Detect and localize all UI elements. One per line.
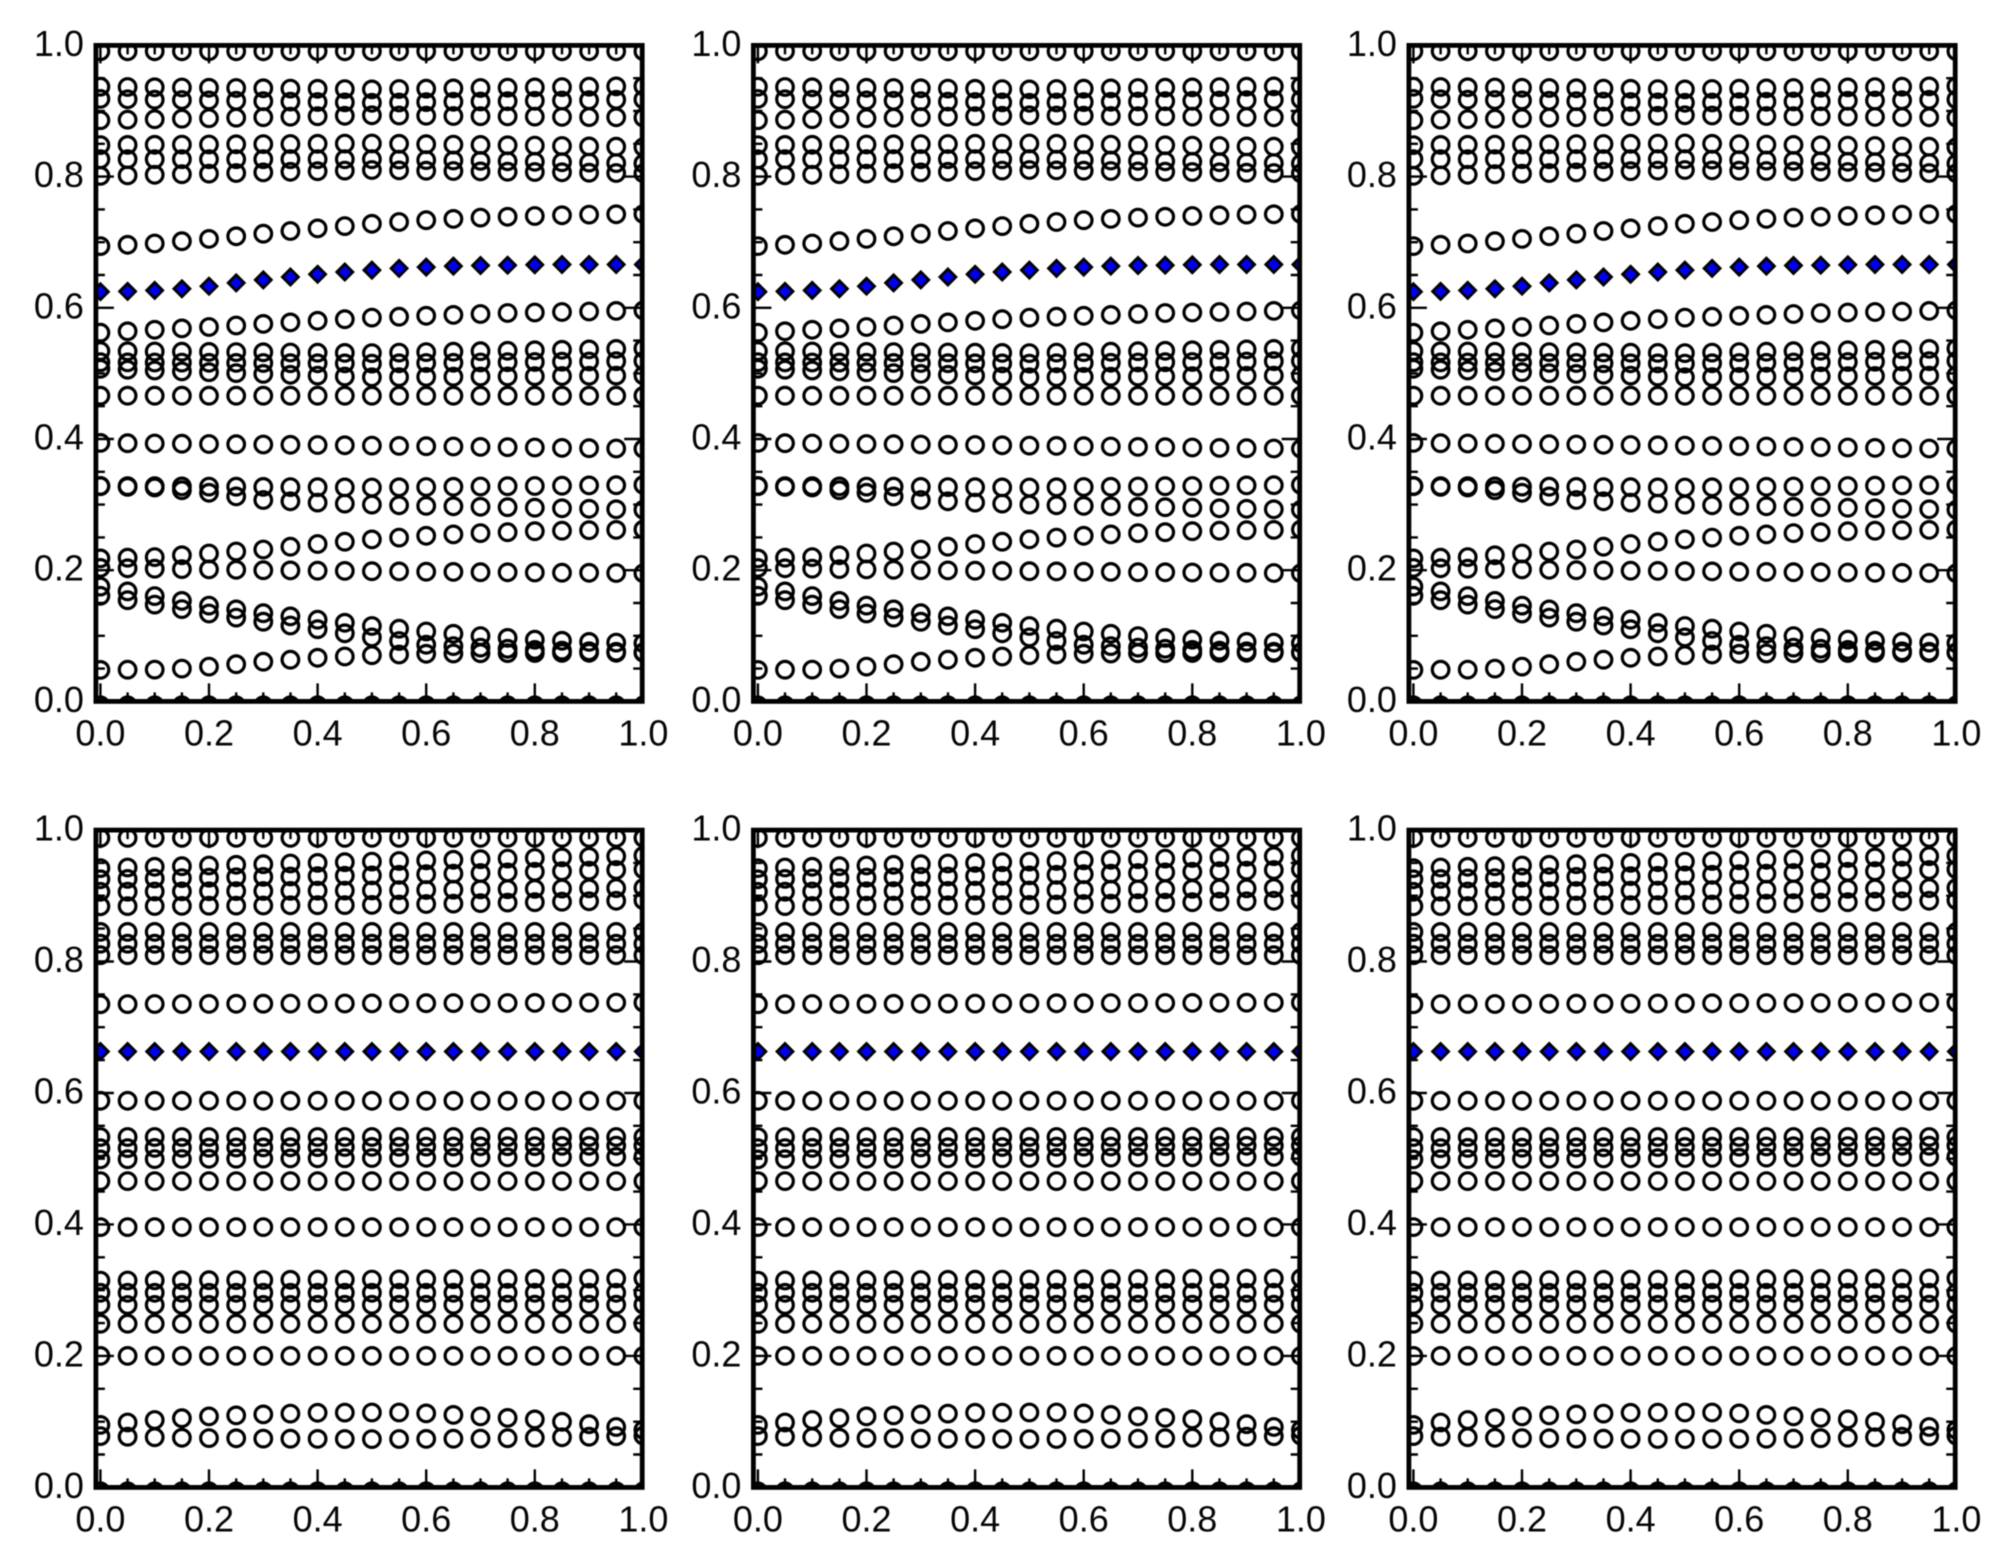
- svg-text:0.6: 0.6: [1714, 1498, 1764, 1539]
- svg-text:0.8: 0.8: [1167, 1498, 1217, 1539]
- svg-text:0.2: 0.2: [184, 1498, 234, 1539]
- svg-text:1.0: 1.0: [1276, 1498, 1326, 1539]
- svg-text:0.0: 0.0: [75, 1498, 125, 1539]
- svg-text:1.0: 1.0: [1347, 808, 1397, 849]
- svg-text:0.6: 0.6: [34, 285, 84, 326]
- svg-text:0.4: 0.4: [950, 712, 1000, 753]
- svg-text:1.0: 1.0: [691, 23, 741, 64]
- svg-text:0.6: 0.6: [401, 1498, 451, 1539]
- svg-text:0.8: 0.8: [1347, 939, 1397, 980]
- svg-text:0.4: 0.4: [1347, 417, 1397, 458]
- svg-text:0.4: 0.4: [950, 1498, 1000, 1539]
- svg-text:1.0: 1.0: [691, 808, 741, 849]
- svg-text:0.2: 0.2: [1497, 1498, 1547, 1539]
- svg-text:0.0: 0.0: [75, 712, 125, 753]
- svg-text:0.2: 0.2: [1347, 548, 1397, 589]
- svg-text:0.0: 0.0: [733, 712, 783, 753]
- svg-text:0.4: 0.4: [34, 417, 84, 458]
- svg-text:0.8: 0.8: [34, 154, 84, 195]
- svg-text:0.6: 0.6: [1347, 285, 1397, 326]
- svg-text:0.6: 0.6: [1347, 1071, 1397, 1112]
- svg-text:0.0: 0.0: [1388, 1498, 1438, 1539]
- svg-text:1.0: 1.0: [1931, 1498, 1981, 1539]
- svg-text:0.0: 0.0: [691, 679, 741, 720]
- svg-text:0.0: 0.0: [34, 679, 84, 720]
- svg-text:1.0: 1.0: [34, 808, 84, 849]
- svg-text:0.4: 0.4: [293, 1498, 343, 1539]
- svg-text:0.2: 0.2: [1497, 712, 1547, 753]
- svg-text:0.6: 0.6: [691, 285, 741, 326]
- svg-text:0.0: 0.0: [1347, 1465, 1397, 1506]
- svg-text:0.2: 0.2: [691, 1333, 741, 1374]
- svg-text:0.2: 0.2: [691, 548, 741, 589]
- svg-text:1.0: 1.0: [1931, 712, 1981, 753]
- svg-text:0.4: 0.4: [1606, 1498, 1656, 1539]
- svg-text:0.4: 0.4: [1347, 1202, 1397, 1243]
- svg-text:0.8: 0.8: [510, 712, 560, 753]
- svg-text:0.4: 0.4: [34, 1202, 84, 1243]
- svg-text:0.2: 0.2: [1347, 1333, 1397, 1374]
- svg-text:0.8: 0.8: [1347, 154, 1397, 195]
- svg-text:0.4: 0.4: [691, 417, 741, 458]
- svg-text:1.0: 1.0: [618, 712, 668, 753]
- svg-text:1.0: 1.0: [618, 1498, 668, 1539]
- svg-text:0.6: 0.6: [401, 712, 451, 753]
- svg-text:0.6: 0.6: [1059, 1498, 1109, 1539]
- svg-text:0.4: 0.4: [691, 1202, 741, 1243]
- svg-text:0.0: 0.0: [733, 1498, 783, 1539]
- svg-text:0.8: 0.8: [510, 1498, 560, 1539]
- svg-text:0.2: 0.2: [34, 548, 84, 589]
- svg-text:0.0: 0.0: [1347, 679, 1397, 720]
- svg-text:0.4: 0.4: [293, 712, 343, 753]
- svg-text:1.0: 1.0: [1276, 712, 1326, 753]
- svg-text:0.8: 0.8: [691, 939, 741, 980]
- svg-text:0.8: 0.8: [1823, 1498, 1873, 1539]
- svg-text:0.2: 0.2: [34, 1333, 84, 1374]
- svg-text:0.8: 0.8: [691, 154, 741, 195]
- svg-text:0.4: 0.4: [1606, 712, 1656, 753]
- svg-text:0.8: 0.8: [1823, 712, 1873, 753]
- svg-text:0.0: 0.0: [691, 1465, 741, 1506]
- svg-text:0.0: 0.0: [34, 1465, 84, 1506]
- svg-text:1.0: 1.0: [1347, 23, 1397, 64]
- svg-text:0.8: 0.8: [1167, 712, 1217, 753]
- svg-text:0.0: 0.0: [1388, 712, 1438, 753]
- svg-text:0.6: 0.6: [34, 1071, 84, 1112]
- svg-text:0.8: 0.8: [34, 939, 84, 980]
- svg-text:0.6: 0.6: [1714, 712, 1764, 753]
- svg-text:0.2: 0.2: [841, 1498, 891, 1539]
- svg-text:0.2: 0.2: [841, 712, 891, 753]
- svg-text:0.6: 0.6: [691, 1071, 741, 1112]
- svg-text:1.0: 1.0: [34, 23, 84, 64]
- svg-text:0.2: 0.2: [184, 712, 234, 753]
- svg-text:0.6: 0.6: [1059, 712, 1109, 753]
